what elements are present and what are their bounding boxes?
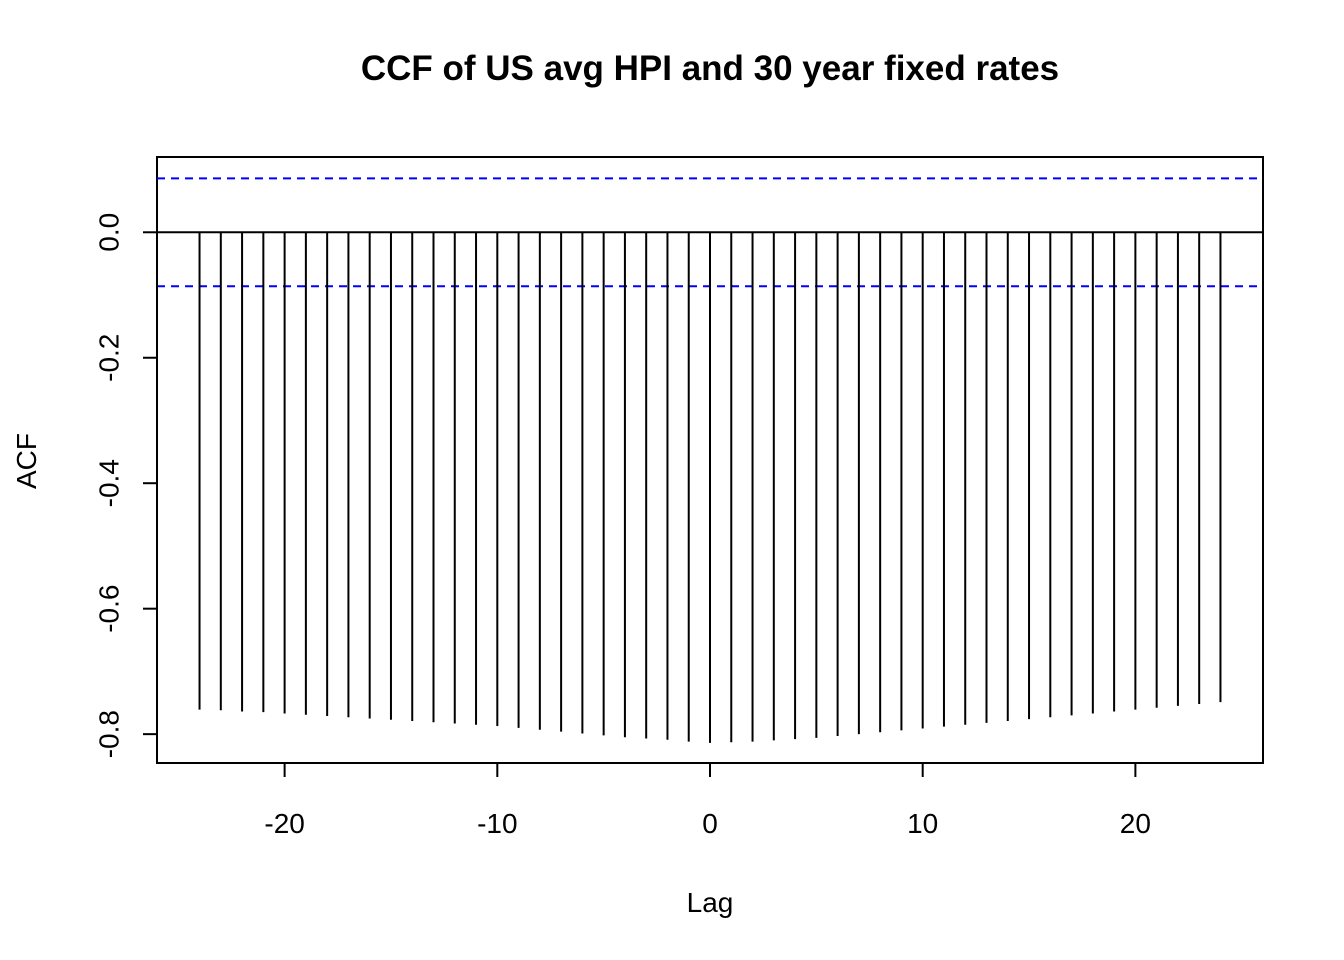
ccf-spikes [198, 232, 1222, 743]
x-tick-label: -10 [477, 808, 517, 839]
x-axis: -20 -10 0 10 20 [264, 762, 1151, 839]
y-axis: -0.8 -0.6 -0.4 -0.2 0.0 [93, 213, 158, 758]
x-tick-label: -20 [264, 808, 304, 839]
chart-title: CCF of US avg HPI and 30 year fixed rate… [361, 49, 1059, 88]
y-tick-label: -0.8 [93, 710, 124, 758]
y-axis-label: ACF [11, 433, 42, 489]
x-axis-label: Lag [687, 887, 734, 918]
y-tick-label: -0.4 [93, 459, 124, 507]
y-tick-label: 0.0 [93, 213, 124, 252]
x-tick-label: 0 [702, 808, 718, 839]
x-tick-label: 20 [1120, 808, 1151, 839]
x-tick-label: 10 [907, 808, 938, 839]
y-tick-label: -0.6 [93, 585, 124, 633]
y-tick-label: -0.2 [93, 334, 124, 382]
